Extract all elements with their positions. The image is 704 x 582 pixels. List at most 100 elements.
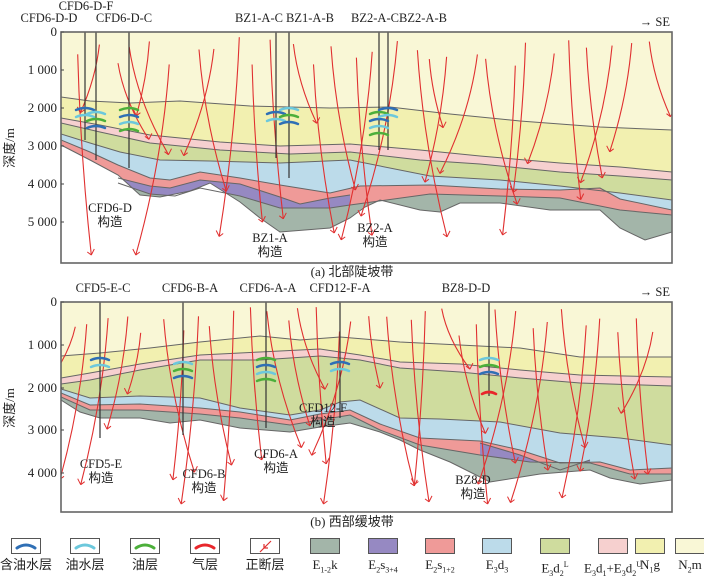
normal-fault-line xyxy=(222,310,235,501)
fault-arrow-icon xyxy=(308,449,316,456)
fault-arrow-icon xyxy=(367,229,376,236)
structure-name: CFD12-F xyxy=(299,401,347,415)
fault-arrow-icon xyxy=(123,387,132,395)
horizon-line xyxy=(479,442,591,471)
panel-frame xyxy=(60,31,673,264)
horizon-line xyxy=(61,396,672,475)
panel-caption: (b) 西部缓坡带 xyxy=(310,514,393,529)
structure-name: CFD5-E xyxy=(80,457,123,471)
normal-fault-line xyxy=(135,64,170,256)
legend-item-E3d1E3d2U: E3d1+E3d2U xyxy=(579,538,647,582)
normal-fault-line xyxy=(180,316,200,505)
fault-arrow-icon xyxy=(507,496,515,503)
well-label: CFD5-E-C xyxy=(76,281,131,295)
y-tick-label: 1 000 xyxy=(28,337,57,352)
fault-arrow-icon xyxy=(483,497,492,505)
reservoir-lens-icon xyxy=(377,113,399,119)
reservoir-lens-icon xyxy=(278,113,300,119)
structure-name: BZ1-A xyxy=(252,231,287,245)
legend-label: E3d1+E3d2U xyxy=(583,560,642,578)
legend-item-gas: 气层 xyxy=(171,538,239,573)
oil-water-lens-icon xyxy=(70,538,100,554)
fault-arrow-icon xyxy=(511,456,519,464)
y-tick-label: 2 000 xyxy=(28,380,57,395)
legend-swatch xyxy=(540,538,570,554)
fault-arrow-icon xyxy=(320,497,328,505)
horizon-line xyxy=(61,96,672,131)
normal-fault-line xyxy=(163,319,195,473)
reservoir-lens-icon xyxy=(368,131,390,137)
legend-label: E3d2L xyxy=(541,560,569,578)
normal-fault-line xyxy=(477,311,517,485)
structure-suffix: 构造 xyxy=(257,244,283,259)
normal-fault-line xyxy=(439,54,478,174)
normal-fault-line xyxy=(410,319,430,502)
normal-fault-line xyxy=(183,48,215,156)
y-axis-label: 深度/m xyxy=(2,128,17,168)
normal-fault-line xyxy=(251,64,263,223)
structure-name: CFD6-D xyxy=(88,201,132,215)
reservoir-lens-icon xyxy=(118,106,140,112)
reservoir-lens-icon xyxy=(85,110,107,116)
legend-item-E3d3: E3d3 xyxy=(463,538,531,579)
y-tick-label: 4 000 xyxy=(28,465,57,480)
horizon-line xyxy=(61,133,672,201)
fault-arrow-icon xyxy=(509,185,518,193)
normal-fault-line xyxy=(620,331,654,414)
fault-arrow-icon xyxy=(103,422,112,430)
reservoir-lens-icon xyxy=(478,363,500,369)
normal-fault-line xyxy=(494,309,516,464)
normal-fault-line xyxy=(579,318,601,472)
well-label: CFD6-D-F xyxy=(59,0,114,13)
legend-swatch xyxy=(675,538,704,554)
normal-fault-line xyxy=(568,40,582,200)
fault-arrow-icon xyxy=(410,478,419,485)
normal-fault-line xyxy=(360,41,398,217)
fault-arrow-icon xyxy=(666,112,672,118)
legend-item-oil-water: 油水层 xyxy=(51,538,119,573)
fault-arrow-icon xyxy=(436,167,445,174)
normal-fault-line xyxy=(249,307,263,460)
fault-arrow-icon xyxy=(424,495,433,503)
normal-fault-line xyxy=(648,41,672,117)
normal-fault-line xyxy=(322,331,341,505)
well-label: BZ1-A-C xyxy=(235,11,283,25)
fault-arrow-icon xyxy=(177,497,186,505)
reservoir-lens-icon xyxy=(255,356,277,362)
legend-swatch xyxy=(310,538,340,554)
normal-fault-line xyxy=(413,311,426,485)
normal-fault-line xyxy=(428,59,444,128)
fault-arrow-icon xyxy=(617,407,626,414)
fault-arrow-icon xyxy=(442,230,451,238)
oil-lens-icon xyxy=(130,538,160,554)
normal-fault-line xyxy=(77,54,92,256)
reservoir-lens-icon xyxy=(265,117,287,123)
legend-item-oil: 油层 xyxy=(111,538,179,573)
reservoir-lens-icon xyxy=(255,370,277,376)
reservoir-lens-icon xyxy=(478,356,500,362)
structure-name: BZ2-A xyxy=(357,221,392,235)
well-label: BZ2-A-B xyxy=(399,11,447,25)
normal-fault-line xyxy=(106,316,129,430)
structure-suffix: 构造 xyxy=(460,486,486,501)
fault-arrow-icon xyxy=(61,475,65,480)
reservoir-lens-icon xyxy=(377,106,399,112)
structure-suffix: 构造 xyxy=(191,480,217,495)
normal-fault-line xyxy=(340,51,373,241)
normal-fault-line xyxy=(128,46,169,155)
fault-arrow-icon xyxy=(215,230,224,237)
legend-item-E2s12: E2s1+2 xyxy=(406,538,474,579)
strata xyxy=(61,32,672,263)
normal-fault-line xyxy=(218,37,240,237)
y-tick-label: 1 000 xyxy=(28,62,57,77)
fault-arrow-icon xyxy=(258,215,266,223)
normal-fault-line xyxy=(296,308,326,390)
direction-label: → SE xyxy=(640,285,671,299)
normal-fault-line xyxy=(526,53,555,164)
fault-arrow-icon xyxy=(357,209,366,217)
reservoir-lens-icon xyxy=(172,367,194,373)
horizon-line xyxy=(61,122,672,181)
fault-arrow-icon xyxy=(421,175,430,183)
fault-arrow-icon xyxy=(190,465,198,473)
